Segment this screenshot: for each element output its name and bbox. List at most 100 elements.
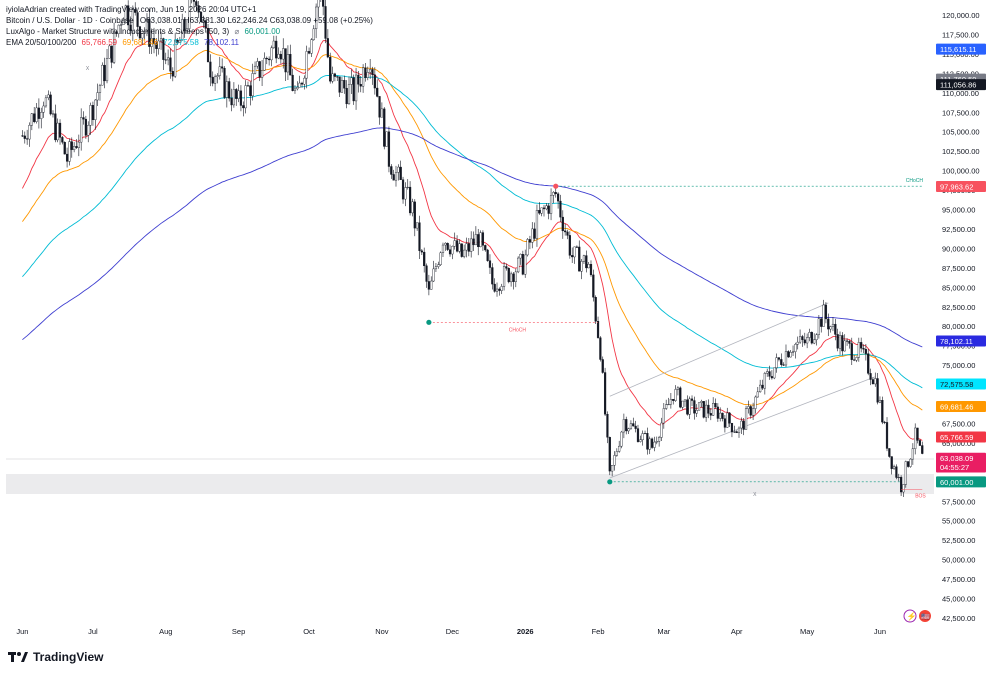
candle-body: [340, 79, 344, 93]
candle-body: [96, 92, 99, 101]
candle-body: [688, 398, 691, 415]
candle-body: [131, 9, 134, 31]
candle-body: [404, 187, 407, 200]
candle-body: [676, 387, 680, 390]
candle-body: [373, 74, 376, 89]
candle-body: [564, 230, 567, 233]
candle-body: [486, 249, 489, 261]
candle-body: [662, 408, 665, 424]
chart-area[interactable]: CHoCH CHoCH X X BOS Jun Jul Aug Sep Oct Nov Dec 202…: [0, 0, 994, 640]
candle-body: [634, 425, 637, 429]
candle-body: [646, 433, 649, 450]
candle-body: [185, 28, 189, 31]
candle-body: [878, 400, 882, 403]
candle-body: [394, 172, 398, 181]
candle-body: [653, 441, 656, 448]
candle-body: [897, 477, 900, 479]
candle-body: [94, 99, 97, 121]
candle-body: [735, 431, 738, 434]
candle-body: [282, 48, 285, 60]
candle-body: [263, 57, 266, 71]
candle-body: [744, 408, 748, 430]
candle-body: [413, 201, 416, 229]
candle-body: [61, 137, 64, 143]
candle-body: [289, 54, 292, 76]
price-tag-bg: [936, 79, 986, 91]
candle-body: [300, 82, 304, 85]
price-tag-text: 69,681.46: [940, 403, 973, 412]
candle-body: [589, 264, 593, 276]
candle-body: [693, 400, 696, 414]
candle-body: [117, 24, 120, 34]
candle-body: [768, 371, 771, 377]
candle-body: [488, 260, 492, 268]
lightning-icon: [903, 609, 917, 623]
y-tick-label: 117,500.00: [942, 30, 979, 39]
candle-body: [446, 242, 449, 250]
symbol-title: Bitcoin / U.S. Dollar · 1D · Coinbase: [6, 16, 134, 25]
indicator-line-1[interactable]: LuxAlgo - Market Structure with Induceme…: [6, 26, 373, 37]
candle-body: [714, 403, 717, 408]
candle-body: [801, 336, 804, 340]
candle-body: [47, 94, 50, 99]
indicator-value: 60,001.00: [244, 27, 281, 36]
candle-body: [202, 20, 205, 23]
candle-body: [439, 252, 442, 265]
candle-body: [397, 166, 400, 173]
candle-body: [345, 88, 348, 105]
candle-body: [138, 26, 142, 39]
candle-body: [423, 251, 426, 267]
symbol-line: Bitcoin / U.S. Dollar · 1D · Coinbase O6…: [6, 15, 373, 26]
candle-body: [458, 243, 461, 252]
swing-low-point: [607, 479, 613, 485]
candle-body: [359, 84, 362, 87]
x-axis: Jun Jul Aug Sep Oct Nov Dec 2026 Feb Mar Apr May Jun: [16, 627, 886, 636]
candle-body: [268, 58, 271, 61]
tradingview-logo[interactable]: TradingView: [8, 650, 103, 664]
rising-channel: [609, 302, 876, 479]
candle-body: [256, 61, 259, 67]
candle-body: [611, 465, 614, 472]
y-tick-label: 42,500.00: [942, 614, 975, 623]
price-tag-text: 04:55:27: [940, 463, 969, 472]
price-tag-bg: [936, 431, 986, 443]
candle-body: [773, 367, 776, 379]
candle-body: [477, 234, 480, 248]
candle-body: [606, 414, 609, 438]
price-tag: 97,963.62: [936, 180, 986, 192]
candle-body: [474, 234, 477, 246]
price-tag-text: 111,056.86: [940, 81, 976, 90]
candle-body: [73, 146, 76, 150]
y-tick-label: 47,500.00: [942, 575, 975, 584]
eye-off-icon[interactable]: ⌀: [234, 27, 240, 36]
candle-body: [528, 239, 532, 243]
candle-body: [331, 73, 334, 82]
candle-body: [181, 19, 184, 41]
candles: [21, 0, 924, 497]
ema-lines: [21, 25, 923, 441]
candle-body: [258, 61, 261, 78]
svg-text:⚡: ⚡: [907, 611, 917, 621]
price-tag: 04:55:27: [936, 461, 986, 473]
candle-body: [552, 192, 555, 196]
candle-body: [625, 419, 628, 432]
candle-body: [806, 337, 809, 344]
ema20-value: 65,766.59: [81, 38, 118, 47]
price-chart[interactable]: CHoCH CHoCH X X BOS Jun Jul Aug Sep Oct Nov Dec 202…: [0, 0, 994, 640]
candle-body: [244, 85, 247, 109]
candle-body: [204, 20, 207, 29]
candle-body: [535, 210, 539, 239]
candle-body: [112, 31, 116, 63]
x-tick-label: Mar: [657, 627, 670, 636]
candle-body: [324, 6, 327, 39]
candle-body: [380, 108, 383, 118]
candle-body: [881, 400, 884, 423]
y-tick-label: 107,500.00: [942, 108, 980, 117]
price-tag: 111,056.86: [936, 79, 986, 91]
candle-body: [921, 445, 924, 454]
indicator-line-2[interactable]: EMA 20/50/100/200 65,766.59 69,681.46 72…: [6, 37, 373, 48]
candle-body: [82, 117, 85, 120]
candle-body: [643, 433, 647, 435]
price-tag-text: 78,102.11: [940, 337, 973, 346]
candle-body: [284, 48, 287, 73]
